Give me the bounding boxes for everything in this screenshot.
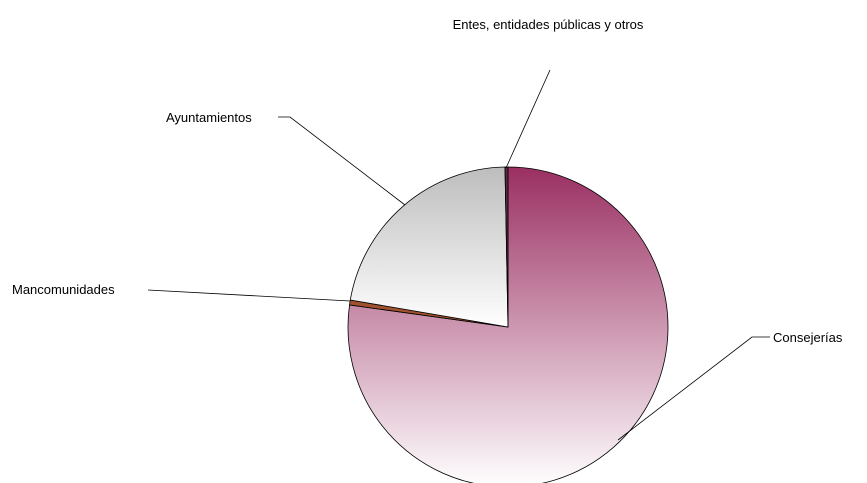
leader-line	[617, 336, 770, 441]
slice-label: Entes, entidades públicas y otros	[452, 17, 644, 32]
slice-label: Consejerías	[773, 330, 843, 345]
leader-line	[505, 69, 551, 169]
pie-slice	[349, 166, 509, 328]
leader-line	[278, 116, 406, 206]
slice-label: Ayuntamientos	[166, 110, 252, 125]
leader-line	[147, 289, 351, 302]
slice-label: Mancomunidades	[12, 282, 115, 297]
leader-lines	[147, 69, 770, 441]
